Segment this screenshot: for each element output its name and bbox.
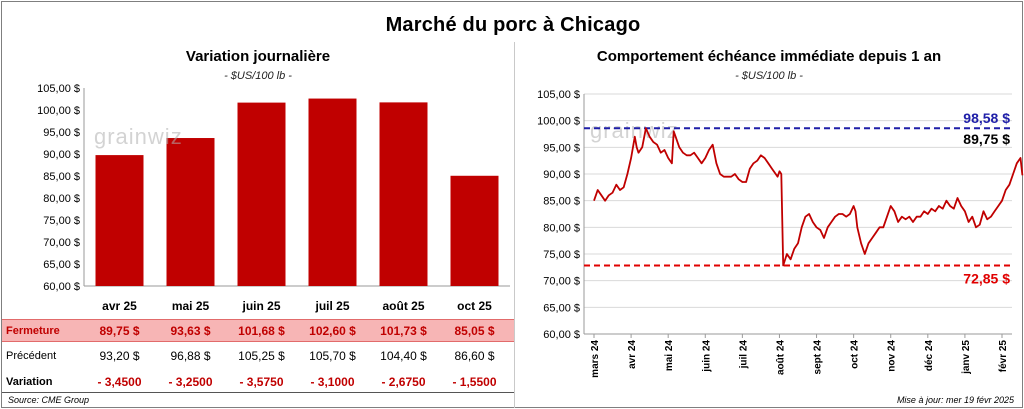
panel-divider	[514, 42, 515, 408]
update-note: Mise à jour: mer 19 févr 2025	[896, 395, 1014, 405]
bar	[95, 155, 144, 286]
table-cell: 104,40 $	[380, 348, 427, 363]
line-chart: 60,00 $ 65,00 $ 70,00 $ 75,00 $ 80,00 $ 85,00…	[537, 89, 1024, 378]
y-tick-label: 100,00 $	[37, 105, 80, 117]
page-title: Marché du porc à Chicago	[385, 14, 641, 36]
table-cell: 96,88 $	[170, 348, 211, 363]
x-tick-label: août 24	[775, 340, 786, 375]
x-tick-label: oct 25	[457, 299, 492, 313]
x-tick-label: oct 24	[850, 340, 861, 369]
y-tick-label: 100,00 $	[537, 116, 580, 128]
table-row-variation: Variation - 3,4500 - 3,2500 - 3,5750 - 3…	[2, 370, 514, 393]
table-cell: 93,20 $	[99, 348, 140, 363]
x-tick-label: juil 25	[314, 299, 349, 313]
table-cell: 89,75 $	[99, 323, 140, 338]
table-cell: 105,25 $	[238, 348, 285, 363]
table-row-previous: Précédent 93,20 $ 96,88 $ 105,25 $ 105,7…	[2, 344, 514, 367]
bar	[450, 175, 499, 286]
table-cell: 105,70 $	[309, 348, 356, 363]
y-tick-label: 90,00 $	[543, 169, 580, 181]
table-cell: 86,60 $	[454, 348, 495, 363]
watermark-logo: grainwiz	[94, 124, 183, 149]
y-tick-label: 85,00 $	[43, 171, 80, 183]
bar	[308, 98, 357, 286]
series-line	[593, 127, 1024, 267]
bar	[379, 102, 428, 286]
table-cell: - 3,4500	[97, 374, 142, 389]
table-cell: 85,05 $	[454, 323, 495, 338]
table-row-close: Fermeture 89,75 $ 93,63 $ 101,68 $ 102,6…	[2, 319, 514, 342]
x-tick-label: août 25	[382, 299, 424, 313]
table-cell: - 3,1000	[310, 374, 355, 389]
x-tick-label: avr 25	[102, 299, 137, 313]
last-value-label: 89,75 $	[963, 131, 1010, 147]
row-label: Précédent	[6, 349, 57, 362]
table-cell: - 2,6750	[381, 374, 426, 389]
x-tick-label: juin 25	[241, 299, 280, 313]
y-tick-label: 60,00 $	[43, 281, 80, 293]
y-tick-label: 75,00 $	[543, 249, 580, 261]
x-tick-label: janv 25	[961, 340, 972, 375]
y-tick-label: 95,00 $	[543, 142, 580, 154]
left-subtitle: Variation journalière	[185, 48, 331, 65]
y-tick-label: 90,00 $	[43, 149, 80, 161]
table-cell: 101,68 $	[238, 323, 285, 338]
table-cell: 101,73 $	[380, 323, 427, 338]
y-tick-label: 105,00 $	[37, 83, 80, 95]
bar	[237, 102, 286, 286]
bar-chart: 60,00 $ 65,00 $ 70,00 $ 75,00 $ 80,00 $ 85,00…	[37, 83, 510, 313]
x-tick-label: juil 24	[738, 340, 749, 370]
table-cell: - 1,5500	[452, 374, 497, 389]
table-cell: - 3,2500	[168, 374, 213, 389]
high-value-label: 98,58 $	[963, 110, 1010, 126]
y-tick-label: 70,00 $	[543, 276, 580, 288]
row-label: Variation	[6, 375, 53, 388]
left-unit: - $US/100 lb -	[224, 70, 292, 82]
bar	[166, 138, 215, 286]
table-separator	[2, 392, 514, 393]
right-subtitle: Comportement échéance immédiate depuis 1…	[596, 48, 942, 65]
x-tick-label: sept 24	[813, 340, 824, 375]
y-tick-label: 80,00 $	[43, 193, 80, 205]
x-tick-label: mai 25	[172, 299, 210, 313]
table-cell: 102,60 $	[309, 323, 356, 338]
table-cell: 93,63 $	[170, 323, 211, 338]
y-tick-label: 105,00 $	[537, 89, 580, 101]
right-unit: - $US/100 lb -	[735, 70, 803, 82]
low-value-label: 72,85 $	[963, 270, 1010, 286]
x-tick-label: avr 24	[627, 340, 638, 369]
x-tick-label: mai 24	[664, 340, 675, 372]
row-label: Fermeture	[6, 324, 60, 337]
y-tick-label: 75,00 $	[43, 215, 80, 227]
y-tick-label: 70,00 $	[43, 237, 80, 249]
y-tick-label: 95,00 $	[43, 127, 80, 139]
x-tick-label: déc 24	[924, 340, 935, 372]
y-tick-label: 60,00 $	[543, 329, 580, 341]
x-tick-label: juin 24	[701, 340, 712, 373]
x-tick-label: févr 25	[998, 340, 1009, 373]
table-cell: - 3,5750	[239, 374, 284, 389]
y-tick-label: 85,00 $	[543, 196, 580, 208]
x-tick-label: mars 24	[590, 340, 601, 378]
y-tick-label: 65,00 $	[543, 302, 580, 314]
y-tick-label: 65,00 $	[43, 259, 80, 271]
y-tick-label: 80,00 $	[543, 222, 580, 234]
x-tick-label: nov 24	[887, 340, 898, 372]
source-note: Source: CME Group	[8, 395, 90, 405]
